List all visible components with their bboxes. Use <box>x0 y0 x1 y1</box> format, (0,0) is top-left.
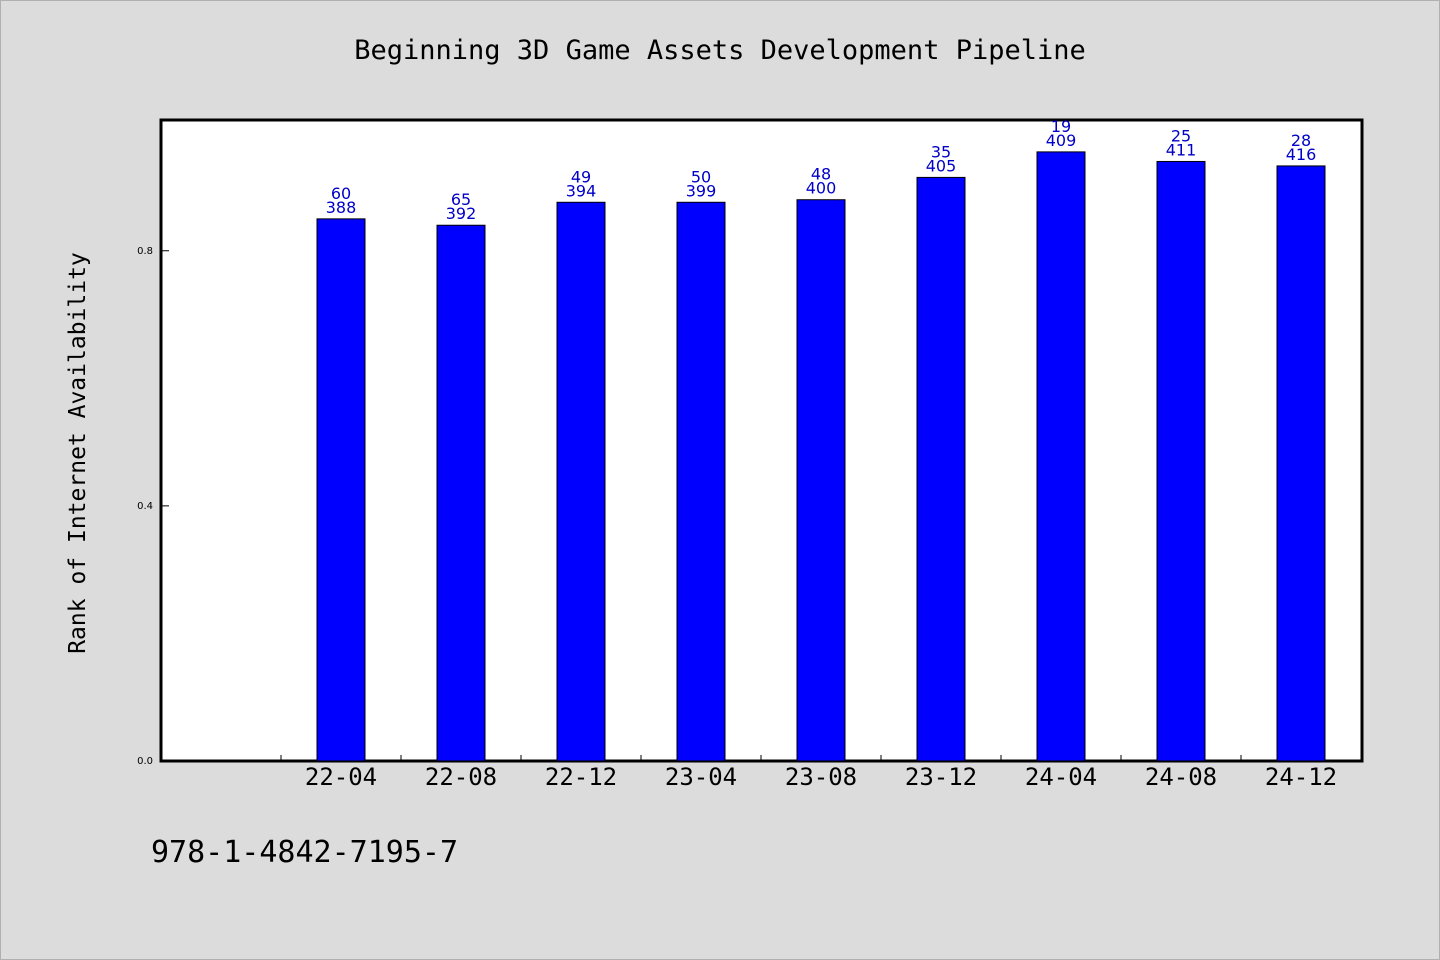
x-tick-label: 22-08 <box>425 763 497 791</box>
x-tick-label: 23-08 <box>785 763 857 791</box>
bar-23-04 <box>676 201 726 762</box>
bars-group <box>316 151 1326 762</box>
data-label-top: 19 <box>1051 117 1071 136</box>
data-label-bottom: 394 <box>566 181 597 200</box>
data-label-bottom: 416 <box>1286 145 1317 164</box>
data-label-top: 65 <box>451 190 471 209</box>
y-ticks-group: 0.0 0.4 0.8 <box>137 246 169 767</box>
data-label-bottom: 405 <box>926 156 957 175</box>
bar-24-12 <box>1276 165 1326 762</box>
x-tick-label: 23-12 <box>905 763 977 791</box>
bar-24-04 <box>1036 151 1086 762</box>
data-label-top: 49 <box>571 167 591 186</box>
x-ticks-group: 22-04 22-08 22-12 23-04 23-08 23-12 24-04 24-08… <box>280 755 1362 791</box>
bar-23-08 <box>796 199 846 762</box>
x-tick-label: 22-12 <box>545 763 617 791</box>
data-label-bottom: 399 <box>686 181 717 200</box>
x-tick-label: 24-12 <box>1265 763 1337 791</box>
y-tick-label: 0.8 <box>137 246 153 257</box>
bar-24-08 <box>1156 160 1206 762</box>
data-label-bottom: 400 <box>806 179 837 198</box>
data-label-top: 48 <box>811 165 831 184</box>
bar-22-12 <box>556 201 606 762</box>
x-tick-label: 22-04 <box>305 763 377 791</box>
bar-23-12 <box>916 176 966 762</box>
data-label-bottom: 409 <box>1046 131 1077 150</box>
isbn-text: 978-1-4842-7195-7 <box>151 835 459 870</box>
data-label-bottom: 411 <box>1166 140 1197 159</box>
x-tick-label: 24-04 <box>1025 763 1097 791</box>
data-label-top: 28 <box>1291 131 1311 150</box>
data-label-top: 25 <box>1171 126 1191 145</box>
bar-22-04 <box>316 218 366 762</box>
data-label-top: 50 <box>691 167 711 186</box>
x-tick-label: 23-04 <box>665 763 737 791</box>
y-tick-label: 0.0 <box>137 756 153 767</box>
y-tick-label: 0.4 <box>137 501 153 512</box>
data-label-top: 35 <box>931 142 951 161</box>
chart-title: Beginning 3D Game Assets Development Pip… <box>354 35 1086 66</box>
data-label-bottom: 388 <box>326 198 357 217</box>
data-label-bottom: 392 <box>446 204 477 223</box>
data-label-top: 60 <box>331 184 351 203</box>
x-tick-label: 24-08 <box>1145 763 1217 791</box>
bar-22-08 <box>436 224 486 762</box>
